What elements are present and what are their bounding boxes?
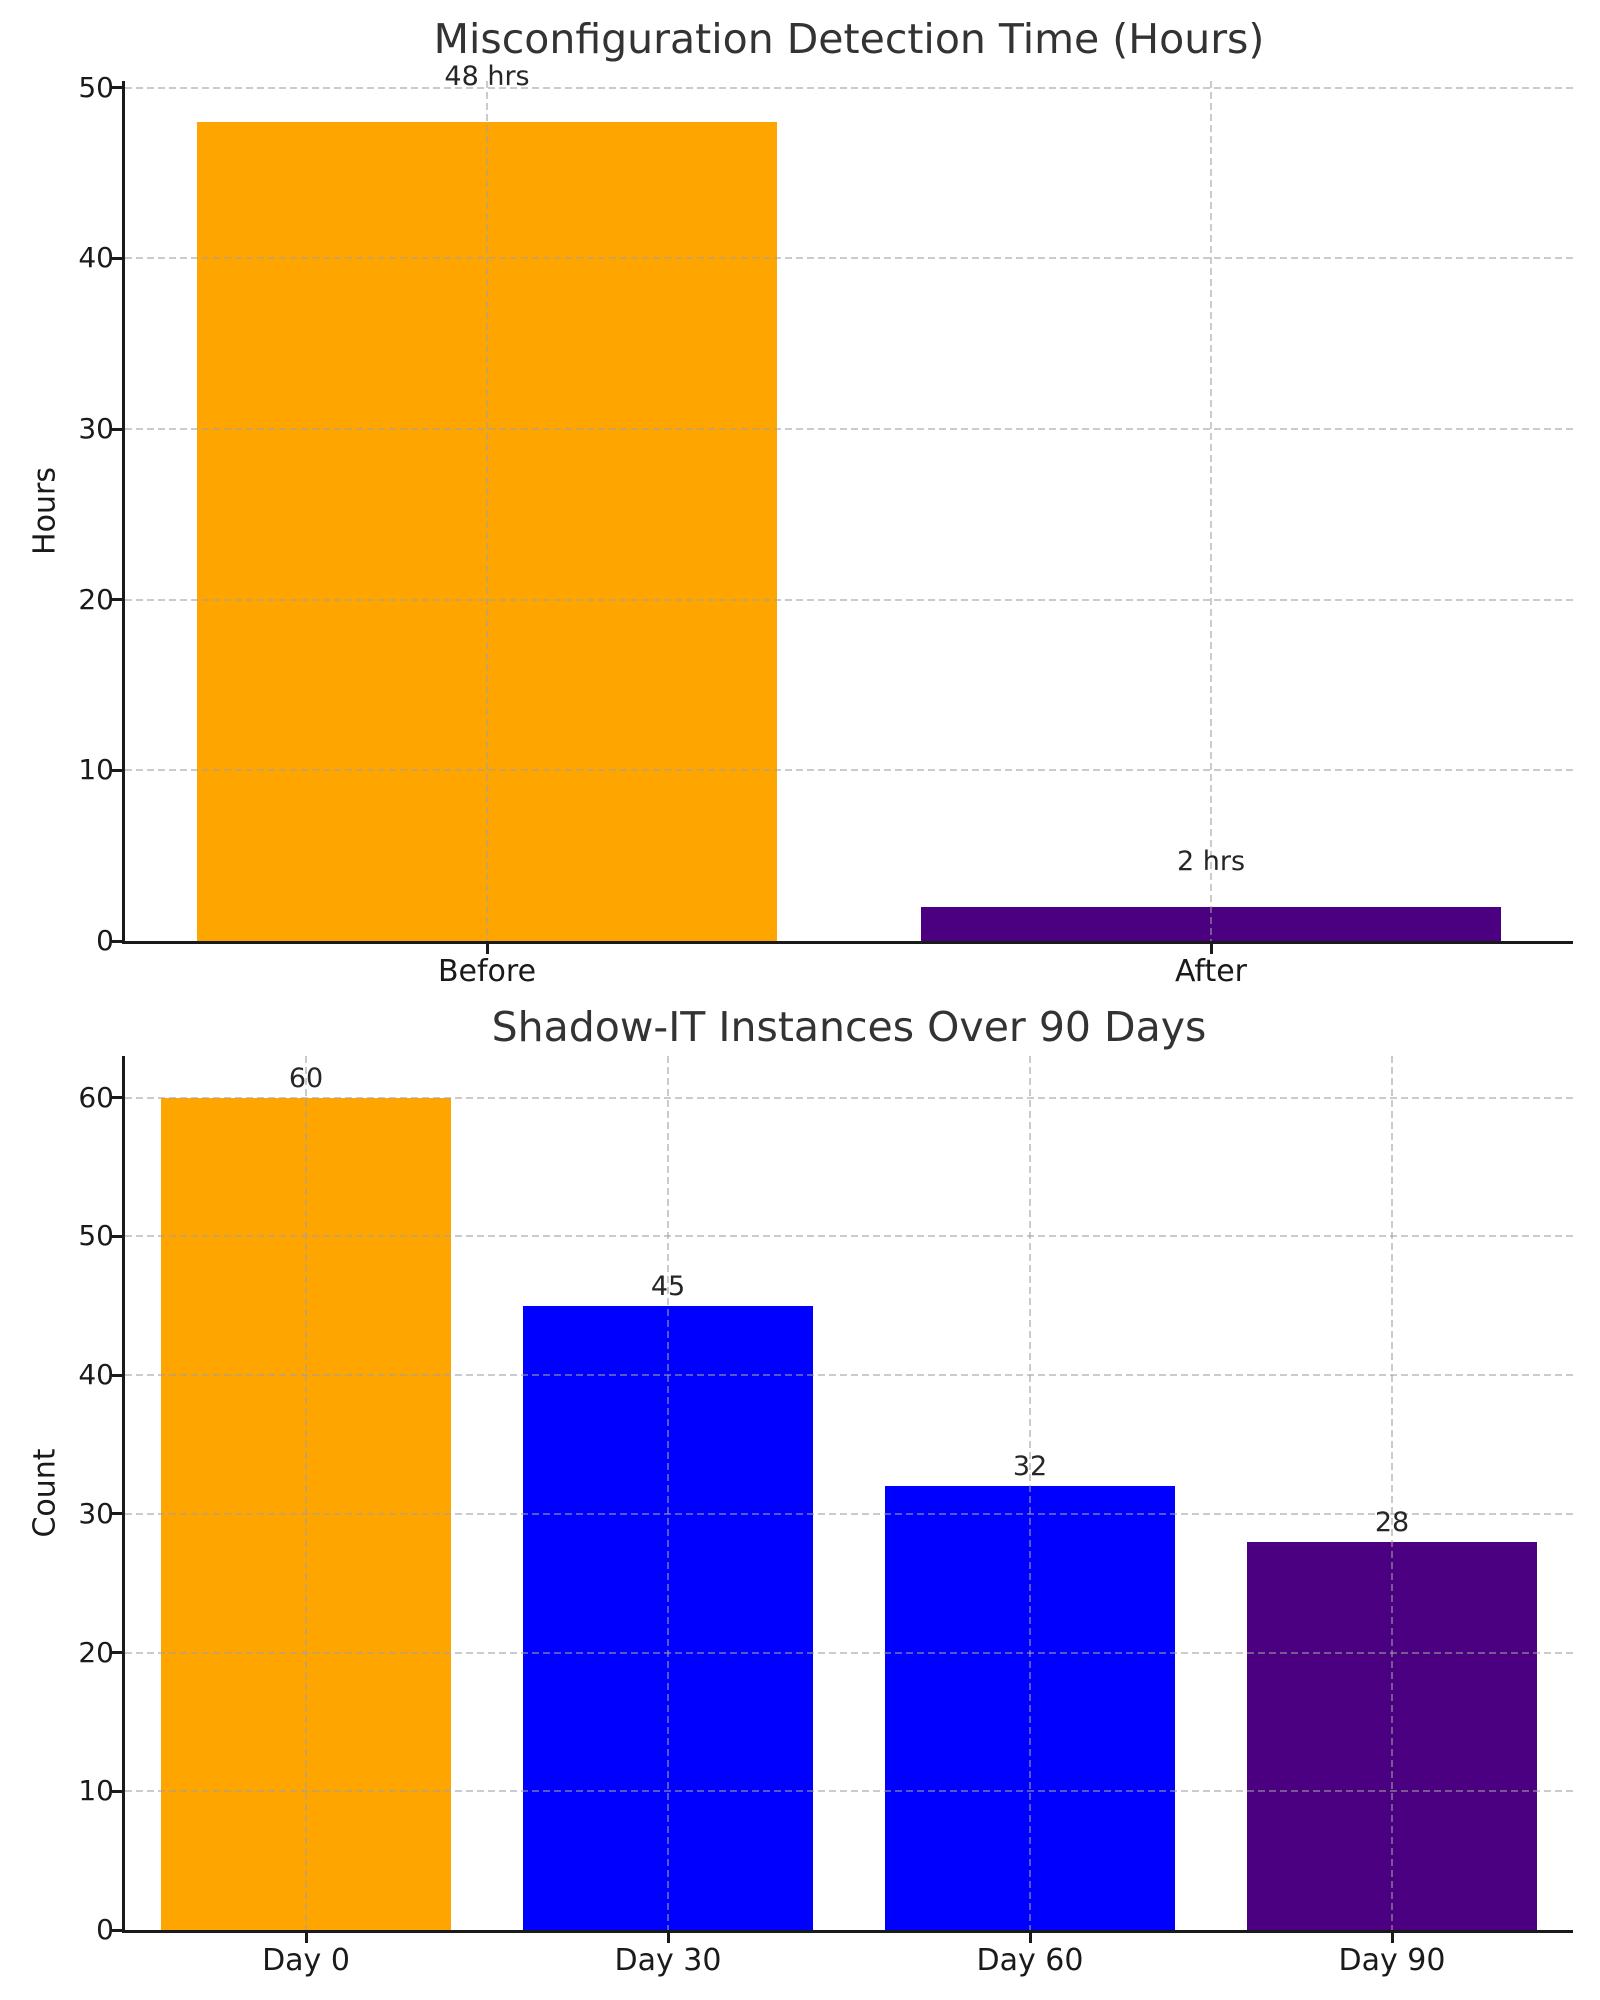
y-tick-label: 50 (78, 1219, 114, 1253)
y-tick-mark (112, 256, 122, 260)
x-tick-mark (1028, 1933, 1032, 1943)
y-axis-spine (122, 1056, 125, 1933)
y-tick-label: 40 (78, 1358, 114, 1392)
x-tick-label: Day 30 (614, 1943, 722, 1978)
y-tick-mark (112, 1373, 122, 1377)
gridline-vertical (1029, 1056, 1031, 1930)
y-tick-label: 30 (78, 412, 114, 446)
gridline-horizontal (125, 86, 1573, 89)
x-tick-mark (485, 944, 489, 954)
y-tick-mark (112, 1234, 122, 1238)
y-tick-mark (112, 1789, 122, 1793)
gridline-vertical (1391, 1056, 1393, 1930)
gridline-horizontal (125, 769, 1573, 772)
y-tick-mark (112, 939, 122, 943)
y-tick-mark (112, 598, 122, 602)
y-tick-mark (112, 1512, 122, 1516)
y-tick-mark (112, 1928, 122, 1932)
bar-value-label: 28 (1374, 1506, 1410, 1538)
gridline-vertical (305, 1056, 307, 1930)
gridline-horizontal (125, 598, 1573, 601)
x-tick-mark (1209, 944, 1213, 954)
y-axis-spine (122, 81, 125, 944)
x-axis-spine (122, 1930, 1573, 1933)
gridline-horizontal (125, 1096, 1573, 1099)
y-tick-mark (112, 768, 122, 772)
y-tick-label: 10 (78, 1774, 114, 1808)
chart-title: Shadow-IT Instances Over 90 Days (491, 1003, 1207, 1051)
y-tick-mark (112, 86, 122, 90)
y-tick-label: 40 (78, 241, 114, 275)
x-tick-label: Day 0 (262, 1943, 350, 1978)
gridline-horizontal (125, 1235, 1573, 1238)
gridline-horizontal (125, 257, 1573, 260)
x-axis-spine (122, 941, 1573, 944)
y-tick-mark (112, 1651, 122, 1655)
x-tick-mark (666, 1933, 670, 1943)
gridline-vertical (667, 1056, 669, 1930)
y-tick-label: 50 (78, 70, 114, 104)
gridline-horizontal (125, 1790, 1573, 1793)
y-tick-mark (112, 427, 122, 431)
y-tick-label: 10 (78, 753, 114, 787)
x-tick-label: Day 60 (976, 1943, 1084, 1978)
y-tick-label: 20 (78, 1635, 114, 1669)
y-tick-label: 0 (96, 1913, 114, 1946)
y-tick-label: 0 (96, 924, 114, 957)
y-tick-label: 60 (78, 1080, 114, 1114)
x-tick-mark (1390, 1933, 1394, 1943)
x-tick-label: Day 90 (1338, 1943, 1446, 1978)
y-tick-label: 20 (78, 582, 114, 616)
gridline-horizontal (125, 1651, 1573, 1654)
gridline-horizontal (125, 1374, 1573, 1377)
gridline-vertical (486, 81, 488, 941)
gridline-horizontal (125, 1512, 1573, 1515)
bar-value-label: 32 (1012, 1451, 1048, 1483)
x-tick-mark (304, 1933, 308, 1943)
bar-value-label: 48 hrs (444, 60, 530, 92)
chart-title: Misconfiguration Detection Time (Hours) (433, 15, 1265, 63)
bar-value-label: 2 hrs (1176, 845, 1246, 877)
x-tick-label: After (1174, 954, 1248, 989)
gridline-vertical (1210, 81, 1212, 941)
bar-value-label: 45 (650, 1270, 686, 1302)
gridline-horizontal (125, 428, 1573, 431)
bar-value-label: 60 (288, 1062, 324, 1094)
x-tick-label: Before (437, 954, 537, 989)
y-tick-label: 30 (78, 1496, 114, 1530)
y-tick-mark (112, 1096, 122, 1100)
